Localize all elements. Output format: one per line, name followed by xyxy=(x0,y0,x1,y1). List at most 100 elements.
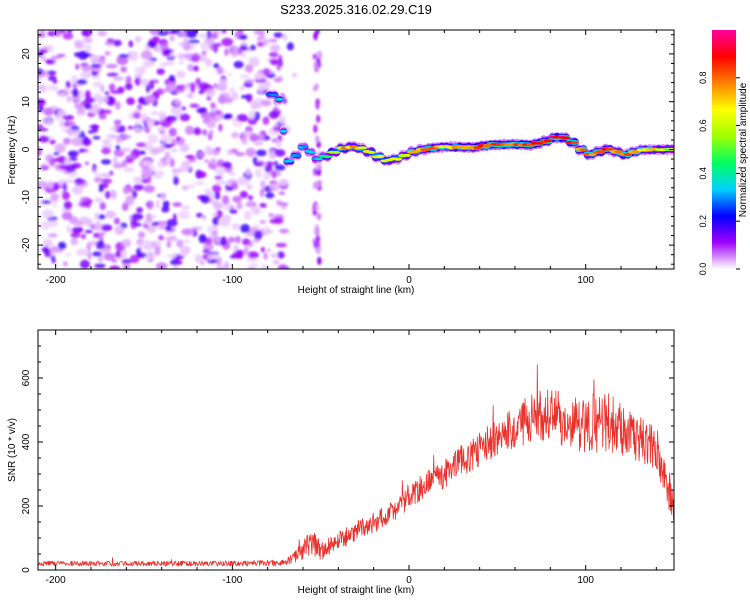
heatmap-cell xyxy=(84,161,90,166)
heatmap-cell xyxy=(46,85,56,91)
heatmap-cell xyxy=(217,82,228,92)
heatmap-cell xyxy=(133,127,142,133)
heatmap-cell xyxy=(53,151,60,156)
heatmap-cell xyxy=(277,264,288,269)
snr-ylabel: SNR (10 * v/v) xyxy=(7,418,18,482)
heatmap-cell xyxy=(135,142,147,148)
heatmap-cell xyxy=(199,52,208,63)
ridge-mark xyxy=(473,146,482,150)
ridge-mark xyxy=(279,129,288,133)
heatmap-cell xyxy=(235,249,244,260)
heatmap-cell xyxy=(100,159,112,165)
heatmap-cell xyxy=(187,39,200,44)
heatmap-cell xyxy=(202,249,210,253)
heatmap-cell xyxy=(71,136,83,147)
heatmap-cell xyxy=(212,202,223,208)
y-tick-label: -20 xyxy=(21,237,32,252)
heatmap-cell xyxy=(109,189,115,199)
heatmap-cell xyxy=(220,236,227,246)
heatmap-cell xyxy=(210,102,216,109)
heatmap-cell xyxy=(162,48,174,53)
colorbar-tick-label: 0.8 xyxy=(698,72,708,85)
heatmap-cell xyxy=(71,226,83,234)
ridge-mark xyxy=(596,150,606,154)
heatmap-cell xyxy=(230,182,238,190)
heatmap-cell xyxy=(149,30,160,36)
ridge-mark xyxy=(323,155,332,159)
heatmap-cell xyxy=(286,42,294,51)
heatmap-cell xyxy=(41,45,50,51)
heatmap-cell xyxy=(242,238,251,246)
heatmap-cell xyxy=(74,39,83,48)
heatmap-cell xyxy=(73,220,84,227)
heatmap-cell xyxy=(134,35,142,43)
heatmap-cell xyxy=(69,129,82,136)
heatmap-cell xyxy=(179,143,190,153)
heatmap-cell xyxy=(229,86,236,94)
heatmap-cell xyxy=(146,224,157,234)
x-tick-label: 0 xyxy=(406,275,412,286)
heatmap-cell xyxy=(198,233,207,244)
heatmap-cell xyxy=(174,99,181,106)
heatmap-cell xyxy=(148,146,161,156)
heatmap-cell xyxy=(239,74,250,78)
ridge-mark xyxy=(274,97,284,101)
heatmap-cell xyxy=(248,56,260,66)
heatmap-cell xyxy=(180,205,191,210)
heatmap-cell xyxy=(166,254,178,258)
heatmap-cell xyxy=(170,30,182,34)
heatmap-cell xyxy=(265,192,275,199)
heatmap-cell xyxy=(161,205,170,213)
heatmap-cell xyxy=(43,69,49,78)
heatmap-cell xyxy=(115,250,122,258)
heatmap-cell xyxy=(124,83,133,91)
heatmap-cell xyxy=(121,159,128,168)
heatmap-cell xyxy=(315,98,320,105)
heatmap-cell xyxy=(79,259,90,269)
heatmap-cell xyxy=(206,30,212,39)
y-tick-label: 600 xyxy=(21,369,32,386)
heatmap-cell xyxy=(235,235,241,244)
heatmap-cell xyxy=(97,214,106,220)
heatmap-cell xyxy=(52,157,62,162)
heatmap-cell xyxy=(206,96,212,101)
heatmap-cell xyxy=(224,48,229,57)
heatmap-cell xyxy=(133,222,142,227)
heatmap-cell xyxy=(190,53,201,63)
heatmap-cell xyxy=(255,149,267,157)
heatmap-cell xyxy=(312,53,318,60)
heatmap-cell xyxy=(243,82,253,88)
heatmap-cell xyxy=(176,136,181,142)
heatmap-cell xyxy=(94,263,106,269)
heatmap-cell xyxy=(115,145,121,150)
heatmap-cell xyxy=(160,192,166,201)
heatmap-cell xyxy=(134,67,139,73)
heatmap-cell xyxy=(214,175,223,180)
heatmap-cell xyxy=(156,68,165,75)
heatmap-cell xyxy=(204,88,216,97)
heatmap-cell xyxy=(104,51,111,56)
heatmap-cell xyxy=(46,180,54,190)
heatmap-cell xyxy=(144,59,154,67)
heatmap-cell xyxy=(185,53,192,62)
heatmap-cell xyxy=(54,143,66,153)
heatmap-cell xyxy=(315,203,320,212)
heatmap-cell xyxy=(165,82,177,92)
heatmap-cell xyxy=(121,202,129,211)
heatmap-cell xyxy=(84,44,92,53)
heatmap-cell xyxy=(203,159,210,163)
heatmap-cell xyxy=(241,136,248,146)
heatmap-cell xyxy=(316,114,321,123)
heatmap-cell xyxy=(313,167,318,176)
heatmap-cell xyxy=(191,41,196,51)
heatmap-cell xyxy=(136,104,143,111)
heatmap-cell xyxy=(244,246,249,251)
heatmap-cell xyxy=(158,144,166,153)
heatmap-cell xyxy=(313,31,318,41)
heatmap-cell xyxy=(146,255,151,263)
heatmap-cell xyxy=(254,162,264,167)
heatmap-cell xyxy=(76,248,88,256)
heatmap-cell xyxy=(259,220,267,224)
heatmap-cell xyxy=(244,79,255,84)
heatmap-cell xyxy=(236,176,249,186)
